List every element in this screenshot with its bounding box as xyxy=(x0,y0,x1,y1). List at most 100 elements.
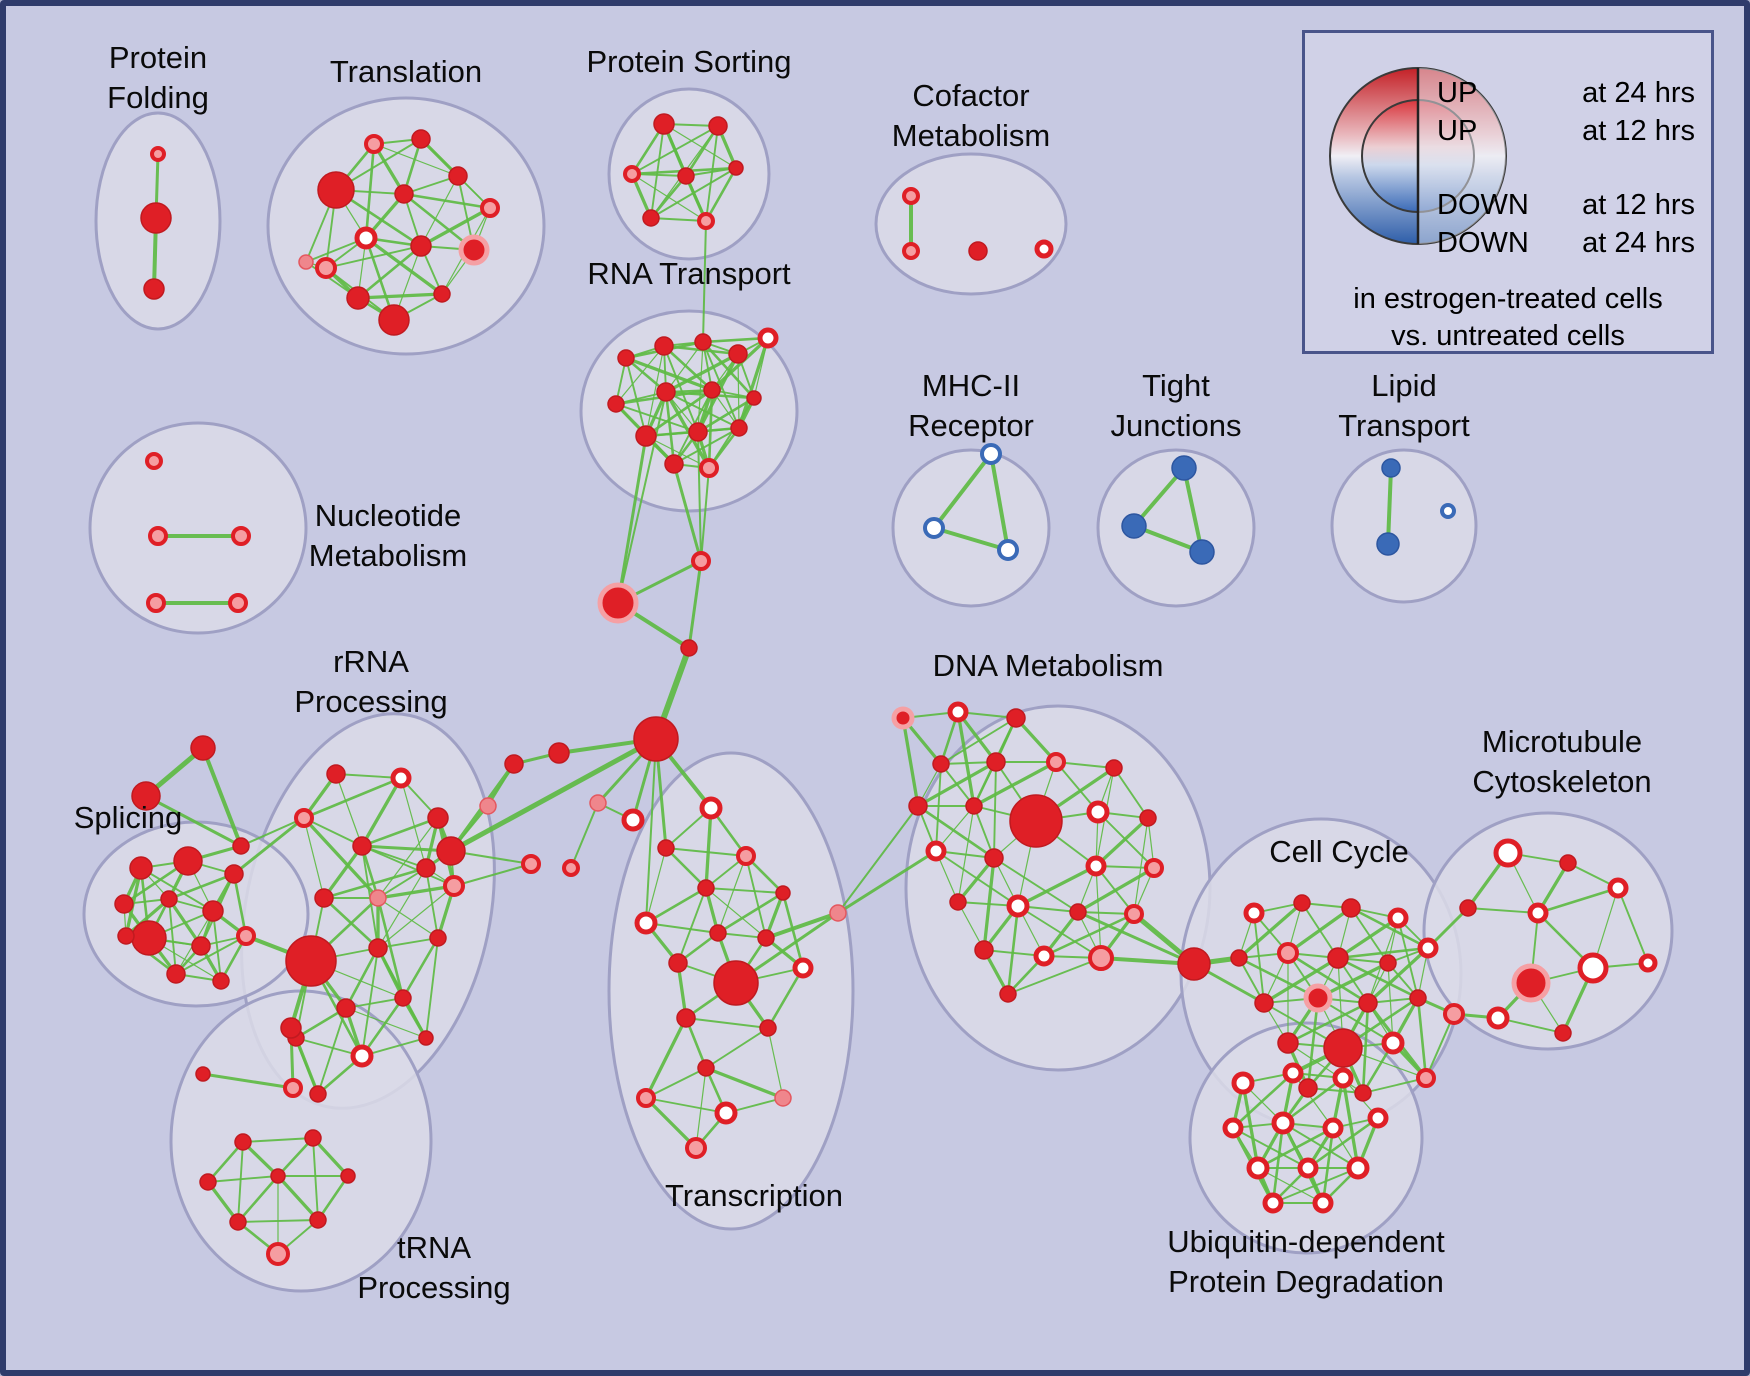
network-node-translation xyxy=(317,171,355,209)
network-node-transcription xyxy=(699,796,723,820)
network-node-transcription xyxy=(775,885,791,901)
cluster-label-nucleotide-metabolism: Nucleotide xyxy=(315,498,461,533)
network-node-transcription xyxy=(774,1089,792,1107)
network-node-splicing xyxy=(224,864,244,884)
network-node-transcription xyxy=(713,960,759,1006)
network-edge xyxy=(1306,996,1320,1090)
network-node-connectors xyxy=(691,551,711,571)
network-edge xyxy=(677,887,707,964)
legend-up-12-time: at 12 hrs xyxy=(1582,115,1695,147)
network-edge xyxy=(356,244,423,300)
network-edge xyxy=(704,166,738,223)
network-node-ubiquitin-degradation xyxy=(1346,1156,1370,1180)
network-node-dna-metabolism xyxy=(1105,759,1123,777)
network-node-protein-sorting xyxy=(642,209,660,227)
network-edge xyxy=(201,1072,295,1090)
network-node-cell-cycle xyxy=(1298,1078,1318,1098)
cluster-label-microtubule-cytoskeleton: Cytoskeleton xyxy=(1472,764,1651,799)
network-node-rrna-processing xyxy=(336,998,356,1018)
network-edge xyxy=(377,897,439,939)
network-edge xyxy=(420,175,459,247)
network-edge xyxy=(236,1174,280,1224)
cluster-ellipse-cofactor-metabolism xyxy=(874,152,1068,296)
network-edge xyxy=(1286,1001,1370,1045)
network-node-dna-metabolism xyxy=(1009,794,1063,848)
network-edge xyxy=(1536,886,1620,915)
network-node-splicing xyxy=(114,894,134,914)
cluster-label-tight-junctions: Junctions xyxy=(1111,408,1242,443)
network-node-connectors xyxy=(680,639,698,657)
network-node-microtubule-cytoskeleton xyxy=(1486,1006,1510,1030)
network-node-tight-junctions xyxy=(1121,513,1147,539)
cluster-label-cell-cycle: Cell Cycle xyxy=(1269,834,1409,869)
network-node-rna-transport xyxy=(757,327,779,349)
network-node-connectors xyxy=(589,794,607,812)
network-node-cofactor-metabolism xyxy=(1034,239,1054,259)
network-node-connectors xyxy=(621,808,645,832)
network-edge xyxy=(1336,956,1420,1000)
network-edge xyxy=(1017,905,1102,959)
network-node-microtubule-cytoskeleton xyxy=(1638,953,1658,973)
network-edge xyxy=(361,845,455,887)
network-edge xyxy=(1416,996,1428,1080)
network-edge xyxy=(664,352,740,394)
network-node-rna-transport xyxy=(654,336,674,356)
network-edge xyxy=(1336,946,1430,960)
cluster-label-rrna-processing: rRNA xyxy=(333,644,409,679)
network-edge xyxy=(704,1066,785,1100)
network-node-trna-lower xyxy=(309,1211,327,1229)
network-edge xyxy=(1006,904,1020,996)
cluster-label-mhc-ii-receptor: MHC-II xyxy=(922,368,1020,403)
network-edge xyxy=(1133,817,1149,915)
network-edge xyxy=(932,452,993,530)
cluster-label-ubiquitin-degradation: Ubiquitin-dependent xyxy=(1167,1224,1445,1259)
network-node-rrna-processing xyxy=(314,888,334,908)
network-edge xyxy=(1336,916,1400,960)
network-node-rrna-processing xyxy=(350,1044,374,1068)
network-edge xyxy=(631,125,719,175)
network-node-translation xyxy=(394,184,414,204)
network-edge xyxy=(360,816,440,848)
network-node-dna-metabolism xyxy=(1006,708,1026,728)
network-edge xyxy=(916,804,996,860)
network-node-cell-cycle xyxy=(1277,942,1299,964)
network-node-connectors xyxy=(436,836,466,866)
network-node-splicing xyxy=(173,846,203,876)
network-node-rrna-processing xyxy=(390,767,412,789)
network-node-microtubule-cytoskeleton xyxy=(1527,902,1549,924)
network-node-rrna-processing xyxy=(369,889,387,907)
network-node-connectors xyxy=(190,735,216,761)
network-edge xyxy=(207,1175,279,1183)
network-node-ubiquitin-degradation xyxy=(1367,1107,1389,1129)
network-edge xyxy=(624,356,714,392)
network-node-nucleotide-metabolism xyxy=(231,526,251,546)
network-edge xyxy=(1361,1001,1370,1095)
network-node-rrna-processing xyxy=(394,989,412,1007)
network-node-dna-metabolism xyxy=(1144,858,1164,878)
network-node-transcription xyxy=(636,1088,656,1108)
network-edge xyxy=(916,760,998,808)
network-node-rna-transport xyxy=(635,425,657,447)
cluster-label-tight-junctions: Tight xyxy=(1142,368,1210,403)
network-edge xyxy=(167,872,236,901)
network-node-connectors xyxy=(521,854,541,874)
network-edge xyxy=(1237,901,1304,960)
network-node-translation xyxy=(480,198,500,218)
legend-caption-line2: vs. untreated cells xyxy=(1391,320,1625,352)
network-node-transcription xyxy=(757,929,775,947)
network-edge xyxy=(664,390,711,470)
network-node-mhc-ii-receptor xyxy=(923,517,945,539)
network-edge xyxy=(237,1219,319,1223)
network-node-microtubule-cytoskeleton xyxy=(1493,838,1523,868)
network-edge xyxy=(1132,466,1186,528)
network-edge xyxy=(1366,946,1430,1005)
network-edge xyxy=(376,884,456,900)
network-edge xyxy=(570,802,599,869)
network-node-dna-metabolism xyxy=(1033,945,1055,967)
network-edge xyxy=(716,891,785,935)
network-node-cell-cycle xyxy=(1387,907,1409,929)
network-node-rrna-processing xyxy=(285,935,337,987)
network-edge xyxy=(303,817,325,899)
network-node-cell-cycle xyxy=(1323,1028,1363,1068)
